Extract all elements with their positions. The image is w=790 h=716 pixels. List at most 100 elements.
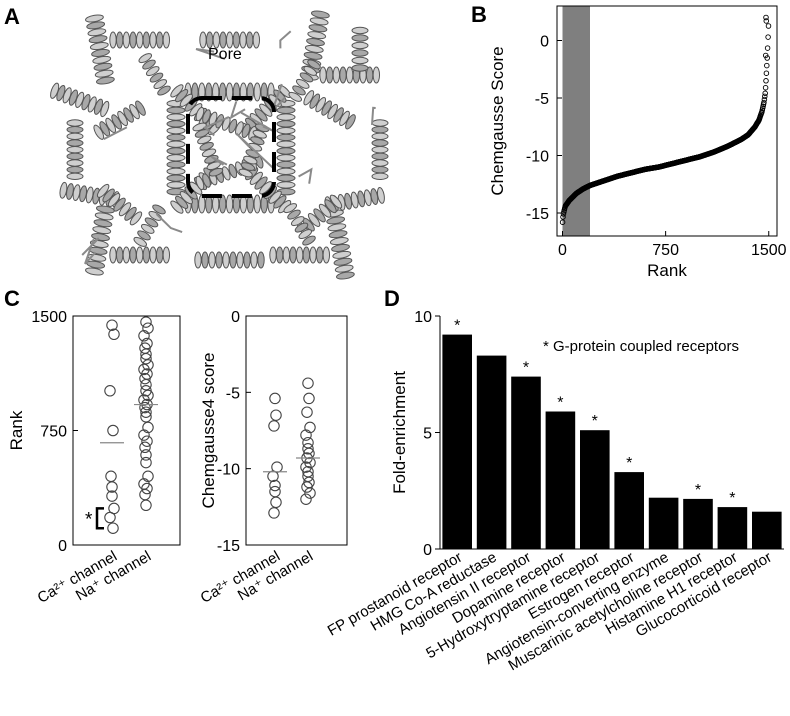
gpcr-star: *: [729, 490, 735, 507]
plot-c-right-ylabel: Chemgausse4 score: [199, 353, 218, 509]
helix-ribbon: [50, 82, 110, 118]
data-point: [104, 511, 116, 524]
helix-turn: [92, 226, 112, 235]
helix-turn: [336, 271, 355, 280]
helix-turn: [166, 140, 186, 148]
helix-turn: [243, 251, 251, 269]
helix-turn: [371, 125, 389, 134]
helix-turn: [129, 31, 137, 49]
data-point: [269, 485, 281, 498]
helix-turn: [153, 79, 168, 90]
data-point: [108, 328, 120, 341]
helix-turn: [142, 59, 156, 70]
data-point: [301, 406, 313, 418]
helix-turn: [137, 230, 151, 241]
score-point: [765, 34, 771, 40]
panel-b: B 0 -5 -10 -15 0 750 1500 Rank Chemgausse Scor…: [471, 2, 787, 280]
helix-turn: [195, 175, 205, 191]
helix-turn: [345, 66, 354, 84]
score-point: [764, 62, 770, 69]
helix-turn: [85, 14, 104, 23]
data-point: [300, 429, 312, 441]
y-tick-label: 750: [40, 424, 67, 441]
helix-ribbon: [319, 66, 381, 84]
helix-turn: [88, 35, 108, 44]
data-point: [270, 496, 282, 509]
enrichment-bar: [511, 376, 541, 549]
helix-turn: [371, 145, 389, 154]
helix-turn: [371, 159, 389, 167]
helix-turn: [133, 236, 148, 247]
helix-turn: [66, 119, 84, 127]
data-point: [300, 493, 312, 505]
helix-turn: [276, 140, 296, 148]
score-point: [559, 219, 566, 225]
score-point: [762, 84, 769, 91]
helix-turn: [118, 202, 132, 217]
y-tick-label: -15: [217, 538, 240, 555]
helix-turn: [66, 125, 84, 134]
data-point: [140, 406, 152, 418]
helix-turn: [318, 203, 332, 218]
helix-turn: [303, 65, 318, 76]
helix-turn: [201, 251, 209, 269]
x-tick-label: 750: [652, 242, 679, 259]
helix-turn: [66, 152, 84, 161]
loop-strand: [155, 213, 183, 233]
helix-turn: [166, 174, 186, 182]
helix-turn: [89, 42, 109, 51]
significance-bracket: [95, 507, 104, 530]
plot-c-right-points: [263, 377, 320, 519]
helix-turn: [276, 181, 296, 189]
helix-turn: [142, 246, 151, 264]
gpcr-star: *: [523, 360, 529, 377]
plot-b-xlabel: Rank: [647, 261, 687, 280]
significance-star: *: [85, 510, 93, 531]
data-point: [139, 401, 151, 414]
helix-turn: [298, 229, 313, 240]
helix-turn: [166, 160, 186, 169]
helix-turn: [166, 106, 186, 114]
helix-turn: [332, 66, 341, 84]
pore-dashed-box: [186, 96, 276, 198]
data-point: [105, 470, 117, 483]
helix-turn: [142, 31, 151, 49]
helix-turn: [129, 246, 137, 264]
data-point: [104, 385, 116, 397]
helix-turn: [326, 216, 346, 225]
helix-turn: [107, 193, 121, 208]
helix-turn: [295, 78, 310, 89]
helix-turn: [371, 152, 389, 161]
helix-turn: [215, 251, 223, 269]
helix-turn: [222, 251, 230, 269]
data-point: [138, 330, 150, 342]
helix-turn: [109, 246, 117, 264]
score-point: [763, 18, 770, 24]
enrichment-bar: [717, 507, 748, 549]
helix-ribbon: [166, 99, 186, 196]
helix-turn: [228, 118, 238, 134]
panel-c-letter: C: [4, 286, 20, 311]
helix-turn: [307, 212, 321, 227]
helix-ribbon: [93, 100, 146, 140]
data-point: [303, 392, 315, 405]
helix-turn: [162, 31, 171, 49]
helix-turn: [166, 154, 186, 162]
helix-turn: [218, 194, 227, 214]
helix-turn: [329, 194, 343, 209]
data-point: [140, 449, 152, 461]
helix-turn: [283, 203, 298, 214]
helix-turn: [199, 31, 207, 49]
data-point: [268, 507, 280, 519]
helix-turn: [93, 62, 113, 71]
data-point: [302, 436, 314, 449]
helix-turn: [376, 187, 385, 204]
helix-ribbon: [269, 246, 331, 264]
pore-label: Pore: [208, 46, 242, 63]
enrichment-bar: [683, 498, 713, 549]
data-point: [106, 481, 118, 493]
helix-turn: [351, 26, 369, 35]
